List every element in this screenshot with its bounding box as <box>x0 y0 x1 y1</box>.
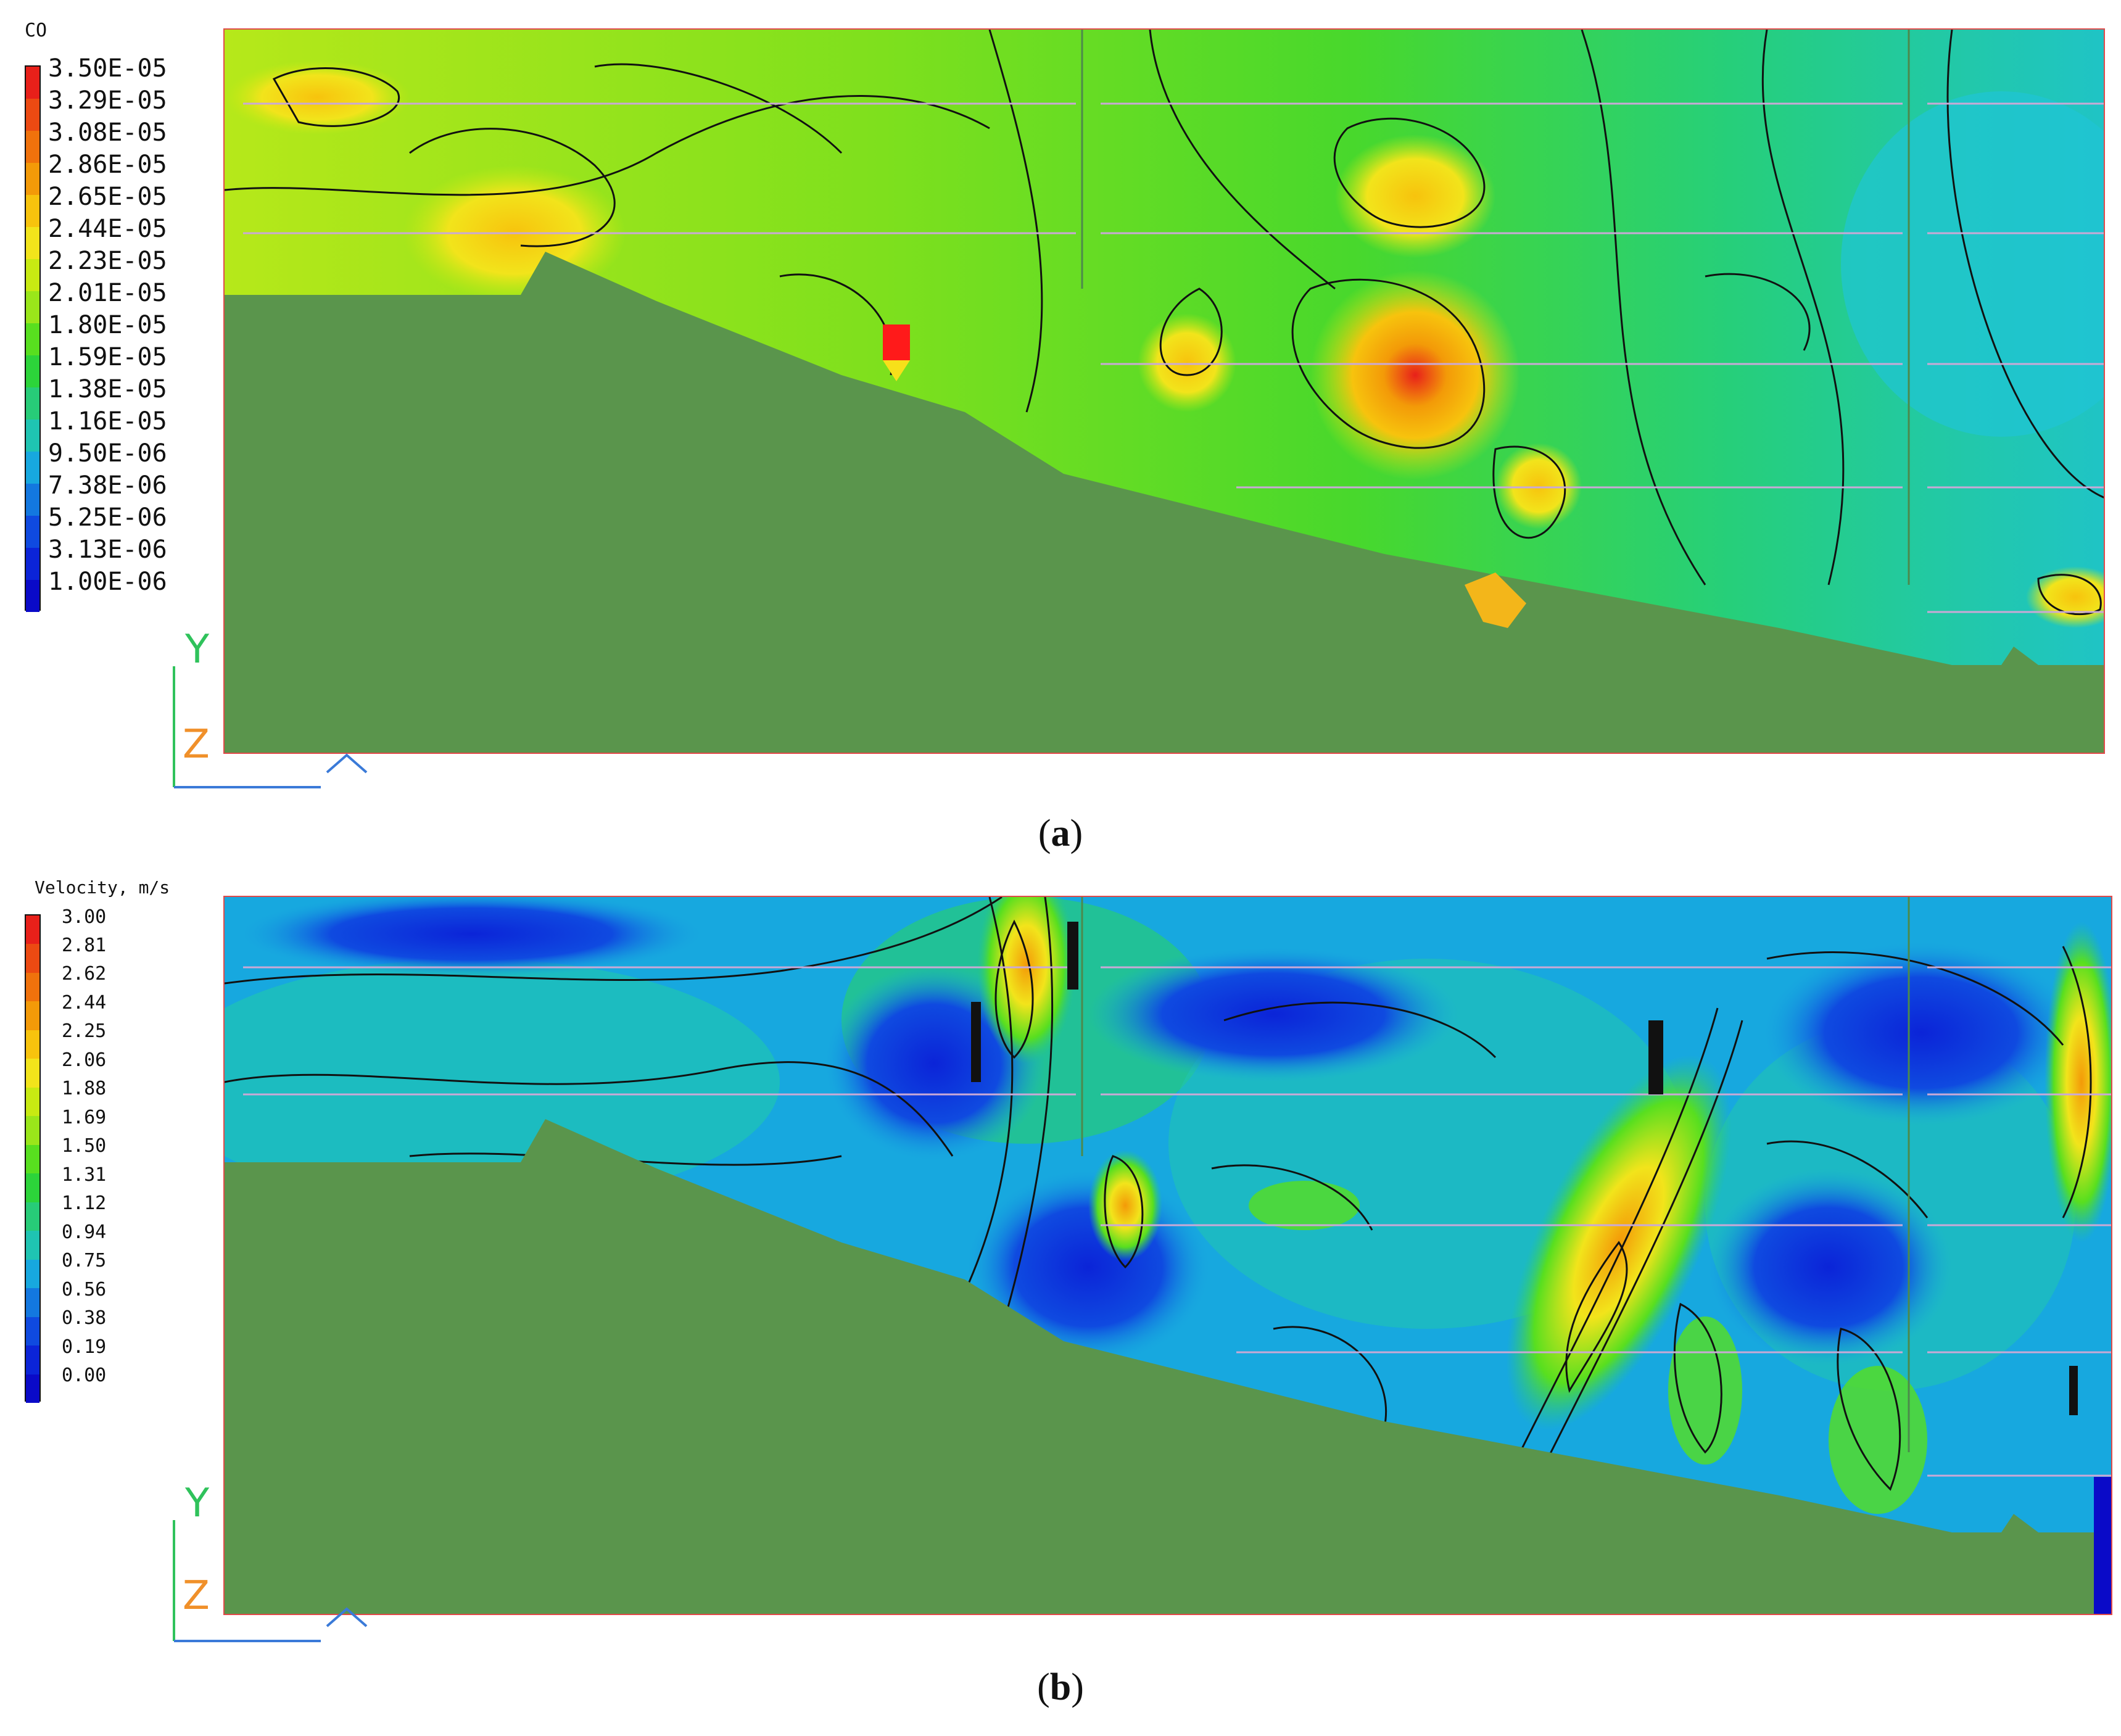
legend-swatch <box>26 916 39 944</box>
legend-tick-label: 9.50E-06 <box>48 439 167 468</box>
legend-tick-label: 0.75 <box>62 1250 107 1272</box>
co-contour-panel: CO 3.50E-05 3.29E-05 3.08E-05 2.86E-05 2.65E… <box>0 0 2121 854</box>
legend-tick-label: 7.38E-06 <box>48 471 167 500</box>
legend-tick-label: 1.50 <box>62 1135 107 1157</box>
legend-tick-label: 1.12 <box>62 1192 107 1215</box>
legend-swatch <box>26 1087 39 1117</box>
legend-swatch <box>26 1030 39 1059</box>
legend-tick-label: 1.80E-05 <box>48 311 167 339</box>
legend-swatch <box>26 1001 39 1030</box>
legend-tick-label: 2.62 <box>62 963 107 985</box>
caption-b: (b) <box>1037 1666 1084 1708</box>
legend-swatch <box>26 1116 39 1145</box>
legend-tick-label: 0.94 <box>62 1221 107 1243</box>
legend-tick-label: 1.59E-05 <box>48 343 167 371</box>
co-contour-map <box>225 30 2104 753</box>
legend-tick-label: 3.50E-05 <box>48 54 167 83</box>
axis-triad <box>173 1520 368 1642</box>
legend-tick-label: 3.08E-05 <box>48 118 167 147</box>
color-legend-bar <box>25 914 41 1403</box>
legend-swatch <box>26 972 39 1002</box>
legend-tick-label: 3.29E-05 <box>48 86 167 115</box>
legend-tick-label: 5.25E-06 <box>48 503 167 532</box>
contour-plot-area <box>223 896 2112 1615</box>
legend-title: CO <box>25 20 48 41</box>
legend-tick-label: 0.00 <box>62 1365 107 1387</box>
legend-tick-label: 2.81 <box>62 934 107 956</box>
caption-a: (a) <box>1038 812 1083 854</box>
legend-tick-label: 3.13E-06 <box>48 535 167 564</box>
legend-swatch <box>26 99 39 131</box>
legend-swatch <box>26 1173 39 1202</box>
velocity-contour-panel: Velocity, m/s 3.00 2.81 2.62 2.44 2.25 2.06 1.… <box>0 864 2121 1708</box>
legend-swatch <box>26 131 39 163</box>
legend-tick-label: 1.00E-06 <box>48 568 167 596</box>
legend-swatch <box>26 1144 39 1174</box>
y-axis-label: Y <box>185 1481 210 1526</box>
legend-swatch <box>26 387 39 420</box>
legend-swatch <box>26 516 39 548</box>
color-legend-bar <box>25 65 41 612</box>
legend-swatch <box>26 580 39 612</box>
legend-tick-label: 0.56 <box>62 1278 107 1300</box>
legend-swatch <box>26 67 39 99</box>
axis-triad <box>173 666 368 788</box>
legend-tick-label: 2.44 <box>62 991 107 1014</box>
legend-swatch <box>26 1316 39 1346</box>
legend-tick-label: 0.19 <box>62 1336 107 1358</box>
legend-tick-label: 1.88 <box>62 1078 107 1100</box>
legend-tick-label: 2.25 <box>62 1020 107 1043</box>
legend-swatch <box>26 484 39 516</box>
legend-swatch <box>26 163 39 195</box>
legend-tick-label: 2.01E-05 <box>48 279 167 307</box>
velocity-contour-map <box>225 897 2111 1614</box>
legend-tick-label: 2.44E-05 <box>48 215 167 243</box>
z-axis-label: Z <box>183 1573 210 1619</box>
legend-swatch <box>26 355 39 387</box>
legend-swatch <box>26 1259 39 1289</box>
legend-swatch <box>26 227 39 259</box>
legend-swatch <box>26 452 39 484</box>
legend-tick-label: 2.65E-05 <box>48 183 167 211</box>
legend-tick-label: 2.23E-05 <box>48 247 167 275</box>
legend-swatch <box>26 1231 39 1260</box>
legend-swatch <box>26 1345 39 1374</box>
legend-swatch <box>26 1059 39 1088</box>
legend-swatch <box>26 1202 39 1231</box>
legend-swatch <box>26 323 39 355</box>
legend-tick-label: 1.31 <box>62 1164 107 1186</box>
legend-swatch <box>26 195 39 227</box>
legend-tick-label: 0.38 <box>62 1307 107 1329</box>
legend-swatch <box>26 291 39 323</box>
legend-tick-label: 3.00 <box>62 906 107 928</box>
legend-swatch <box>26 1374 39 1403</box>
contour-plot-area <box>223 28 2105 754</box>
source-marker <box>883 324 910 360</box>
legend-swatch <box>26 548 39 580</box>
legend-swatch <box>26 420 39 452</box>
z-axis-label: Z <box>183 722 210 767</box>
y-axis-label: Y <box>185 627 210 672</box>
legend-title: Velocity, m/s <box>35 877 170 898</box>
legend-swatch <box>26 944 39 973</box>
legend-tick-label: 1.69 <box>62 1106 107 1128</box>
legend-tick-label: 2.86E-05 <box>48 151 167 179</box>
legend-tick-label: 1.16E-05 <box>48 407 167 436</box>
legend-tick-label: 1.38E-05 <box>48 375 167 403</box>
legend-tick-label: 2.06 <box>62 1049 107 1071</box>
legend-swatch <box>26 259 39 291</box>
legend-swatch <box>26 1288 39 1317</box>
